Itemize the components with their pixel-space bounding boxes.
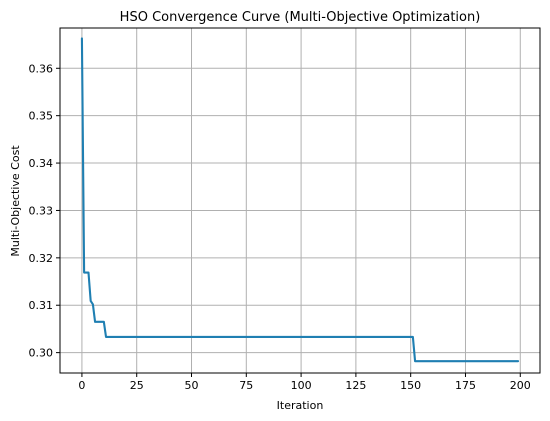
- y-tick-label: 0.30: [29, 347, 54, 360]
- y-tick-label: 0.35: [29, 110, 54, 123]
- y-tick-label: 0.36: [29, 62, 54, 75]
- y-tick-label: 0.32: [29, 252, 54, 265]
- x-tick-label: 75: [239, 379, 253, 392]
- y-tick-label: 0.33: [29, 204, 54, 217]
- series-line: [80, 37, 520, 363]
- tick-layer: 0 25 50 75 100 125 150 175 200 0.30 0.31 0.32 0.33 0.…: [29, 62, 531, 392]
- x-axis-label: Iteration: [277, 399, 324, 412]
- x-tick-label: 25: [130, 379, 144, 392]
- x-tick-label: 125: [345, 379, 366, 392]
- plot-frame: [59, 27, 541, 374]
- grid-layer: [60, 28, 540, 373]
- y-tick-label: 0.31: [29, 299, 54, 312]
- y-tick-label: 0.34: [29, 157, 54, 170]
- x-tick-label: 50: [185, 379, 199, 392]
- x-tick-label: 0: [78, 379, 85, 392]
- x-tick-label: 100: [291, 379, 312, 392]
- x-tick-label: 200: [510, 379, 531, 392]
- chart-title: HSO Convergence Curve (Multi-Objective O…: [120, 10, 481, 25]
- plot-area: [60, 28, 540, 373]
- x-tick-label: 175: [455, 379, 476, 392]
- y-axis-label: Multi-Objective Cost: [9, 145, 22, 257]
- x-tick-label: 150: [400, 379, 421, 392]
